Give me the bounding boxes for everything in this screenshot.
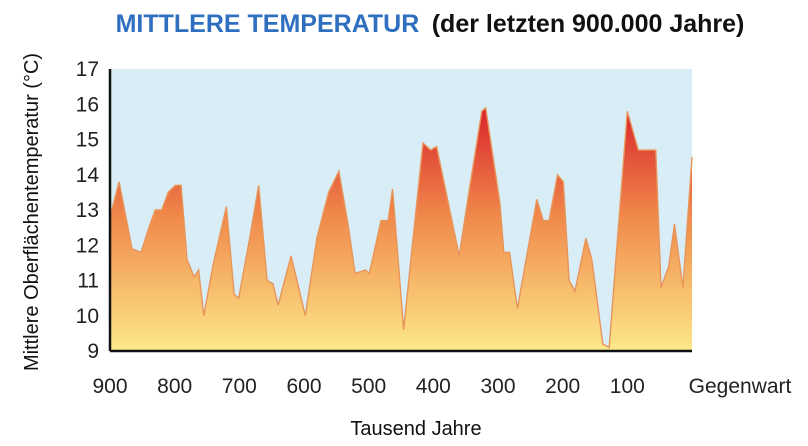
y-axis-label: Mittlere Oberflächentemperatur (°C)	[21, 53, 43, 371]
y-tick-label: 11	[77, 270, 99, 293]
x-tick-label: 900	[92, 375, 127, 398]
chart-subtitle: (der letzten 900.000 Jahre)	[432, 10, 745, 38]
x-tick-label: 500	[351, 375, 386, 398]
y-tick-label: 15	[76, 129, 99, 152]
x-tick-label: 600	[286, 375, 321, 398]
chart-title: MITTLERE TEMPERATUR (der letzten 900.000…	[116, 10, 745, 38]
temperature-area	[110, 107, 692, 351]
y-tick-label: 17	[76, 58, 99, 81]
x-tick-label: 800	[157, 375, 192, 398]
y-tick-label: 10	[76, 305, 99, 328]
x-tick-label: 100	[610, 375, 645, 398]
x-tick-label: 200	[545, 375, 580, 398]
y-tick-label: 16	[76, 93, 99, 116]
x-tick-label: 300	[480, 375, 515, 398]
x-tick-label: 700	[222, 375, 257, 398]
x-axis-ticks: 900 800 700 600 500 400 300 200 100 Gegenwart	[92, 375, 791, 398]
y-tick-label: 13	[76, 199, 99, 222]
y-tick-label: 14	[76, 164, 100, 187]
chart-title-main: MITTLERE TEMPERATUR	[116, 10, 420, 38]
temperature-line	[109, 106, 693, 349]
x-tick-label: 400	[416, 375, 451, 398]
x-tick-label: Gegenwart	[689, 375, 792, 398]
y-tick-label: 12	[76, 234, 99, 257]
y-axis-ticks: 9 10 11 12 13 14 15 16 17	[76, 58, 100, 363]
y-tick-label: 9	[87, 340, 99, 363]
x-axis-label: Tausend Jahre	[350, 418, 481, 440]
